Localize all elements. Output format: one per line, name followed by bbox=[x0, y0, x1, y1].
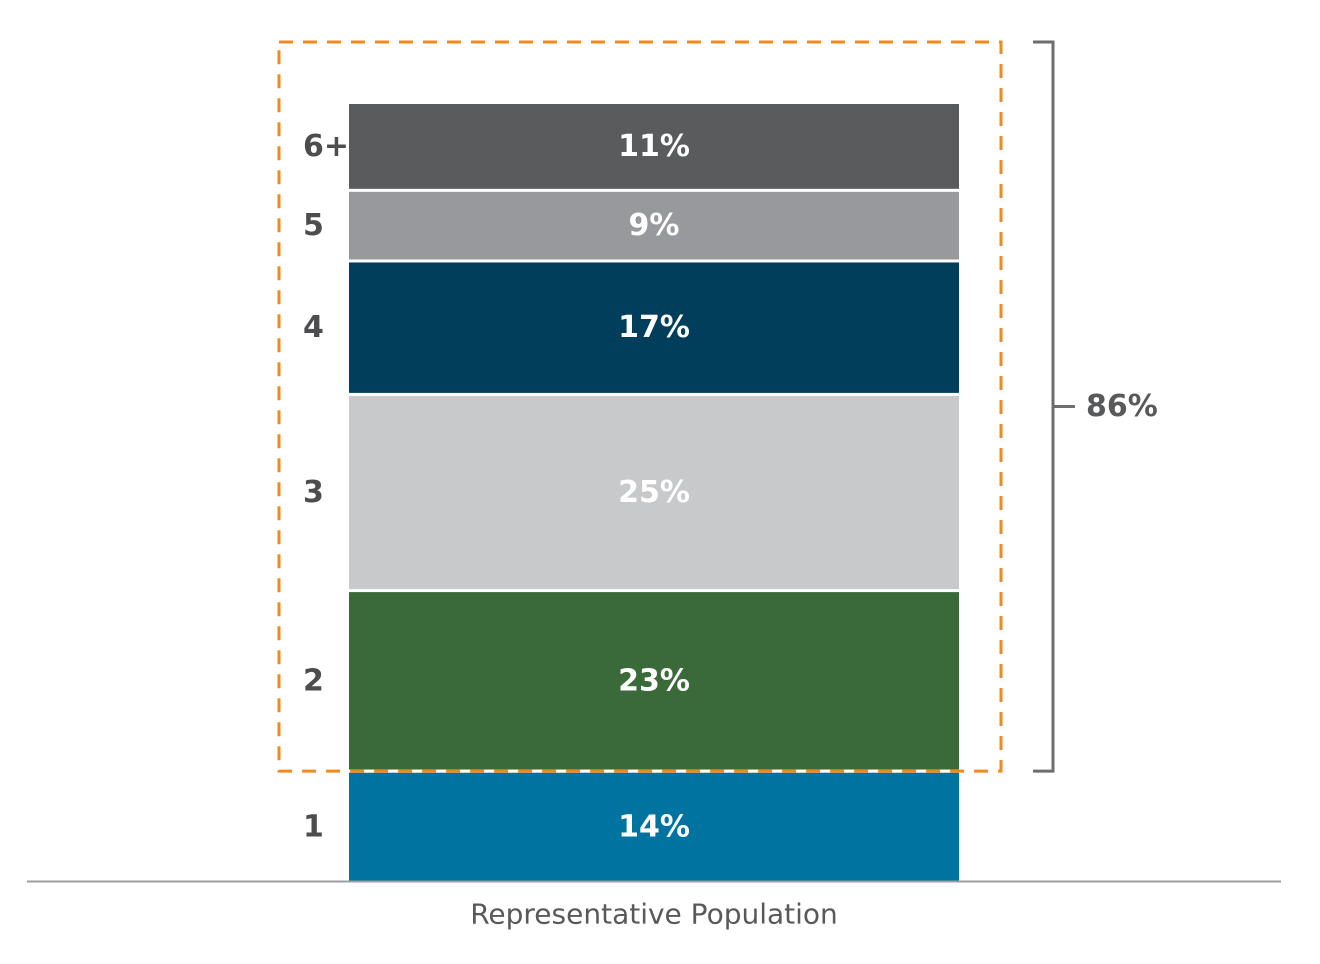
bar-segment-5 bbox=[349, 191, 959, 260]
x-axis-label: Representative Population bbox=[470, 898, 838, 931]
bar-segment-6plus bbox=[349, 104, 959, 189]
bar-segment-1 bbox=[349, 772, 959, 881]
total-bracket bbox=[1033, 40, 1075, 773]
category-label: 1 bbox=[303, 809, 324, 844]
highlight-dashed-box bbox=[277, 40, 1003, 773]
bracket-total-label: 86% bbox=[1086, 389, 1158, 424]
bar-segments bbox=[349, 104, 959, 881]
bar-segment-4 bbox=[349, 262, 959, 393]
category-label: 2 bbox=[303, 663, 324, 698]
segment-value-labels: 14% 23% 25% 17% 9% 11% bbox=[618, 129, 690, 844]
segment-value-label: 14% bbox=[618, 809, 690, 844]
segment-value-label: 25% bbox=[618, 475, 690, 510]
bar-segment-3 bbox=[349, 395, 959, 590]
bar-segment-2 bbox=[349, 592, 959, 770]
category-labels: 1 2 3 4 5 6+ bbox=[303, 129, 349, 844]
category-label: 3 bbox=[303, 475, 324, 510]
segment-value-label: 9% bbox=[629, 208, 680, 243]
category-label: 5 bbox=[303, 208, 324, 243]
segment-value-label: 23% bbox=[618, 663, 690, 698]
segment-value-label: 17% bbox=[618, 310, 690, 345]
segment-value-label: 11% bbox=[618, 129, 690, 164]
category-label: 6+ bbox=[303, 129, 349, 164]
category-label: 4 bbox=[303, 310, 324, 345]
